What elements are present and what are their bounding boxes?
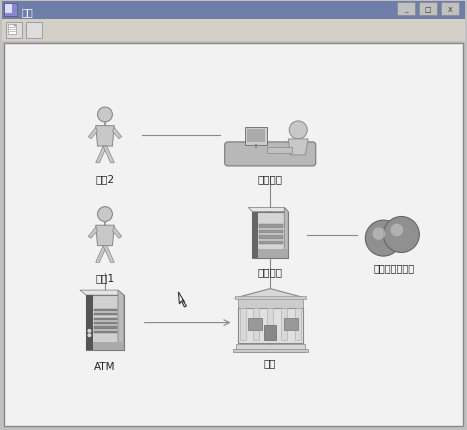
Bar: [233, 349, 308, 352]
Text: _: _: [404, 7, 408, 13]
Polygon shape: [118, 290, 124, 350]
Polygon shape: [235, 289, 306, 298]
Bar: [260, 236, 283, 239]
Polygon shape: [96, 246, 107, 263]
Bar: [419, 3, 437, 16]
Circle shape: [373, 228, 385, 240]
Text: 用户1: 用户1: [95, 273, 114, 283]
Bar: [4, 4, 17, 17]
Text: X: X: [448, 7, 453, 13]
Bar: [441, 3, 459, 16]
Circle shape: [289, 122, 307, 140]
Bar: [2, 20, 465, 42]
Bar: [260, 225, 283, 228]
Polygon shape: [88, 227, 98, 239]
Polygon shape: [14, 25, 16, 27]
Bar: [26, 23, 42, 39]
Polygon shape: [178, 292, 186, 307]
Circle shape: [87, 333, 92, 338]
Bar: [2, 2, 465, 20]
Bar: [94, 309, 117, 311]
Bar: [281, 308, 287, 340]
Bar: [248, 319, 262, 331]
Bar: [5, 5, 12, 14]
Polygon shape: [103, 246, 114, 263]
Bar: [252, 212, 258, 258]
Polygon shape: [96, 126, 114, 147]
Bar: [254, 308, 260, 340]
Polygon shape: [113, 227, 122, 239]
Text: 银行分行: 银行分行: [258, 267, 283, 277]
Bar: [267, 147, 292, 154]
Polygon shape: [103, 147, 114, 163]
Text: ATM: ATM: [94, 361, 116, 371]
Bar: [238, 298, 303, 308]
Bar: [397, 3, 415, 16]
Bar: [267, 308, 273, 340]
Text: 预览: 预览: [22, 7, 34, 17]
Bar: [94, 331, 117, 333]
Polygon shape: [288, 140, 308, 156]
Bar: [260, 241, 283, 245]
Polygon shape: [96, 147, 107, 163]
Polygon shape: [88, 128, 98, 139]
Bar: [252, 212, 288, 258]
Bar: [260, 230, 283, 233]
Bar: [94, 327, 117, 329]
Bar: [238, 308, 303, 343]
Bar: [6, 23, 22, 39]
Circle shape: [98, 207, 113, 222]
Bar: [93, 342, 124, 350]
Text: □: □: [425, 7, 432, 13]
Circle shape: [365, 221, 401, 257]
Bar: [94, 313, 117, 316]
Bar: [247, 129, 265, 143]
Polygon shape: [284, 208, 288, 258]
Bar: [240, 308, 246, 340]
Bar: [295, 308, 301, 340]
Circle shape: [390, 224, 403, 237]
Bar: [235, 296, 306, 299]
Text: 总行: 总行: [264, 358, 276, 368]
Circle shape: [383, 217, 419, 253]
Polygon shape: [248, 208, 288, 212]
Bar: [236, 344, 305, 352]
Bar: [8, 25, 16, 35]
Bar: [86, 295, 93, 350]
Polygon shape: [96, 226, 114, 246]
Text: 用户2: 用户2: [95, 174, 114, 184]
Polygon shape: [113, 128, 122, 139]
Bar: [258, 250, 288, 258]
FancyBboxPatch shape: [225, 143, 316, 166]
Circle shape: [87, 329, 92, 333]
Polygon shape: [80, 290, 124, 295]
Circle shape: [98, 108, 113, 123]
Bar: [94, 322, 117, 325]
Bar: [4, 44, 463, 426]
Bar: [245, 128, 267, 146]
Bar: [94, 318, 117, 320]
Text: 银行柜台: 银行柜台: [258, 174, 283, 184]
Bar: [86, 295, 124, 350]
Bar: [284, 319, 298, 331]
Text: 账户信息数据库: 账户信息数据库: [374, 263, 415, 273]
Bar: [264, 325, 276, 340]
